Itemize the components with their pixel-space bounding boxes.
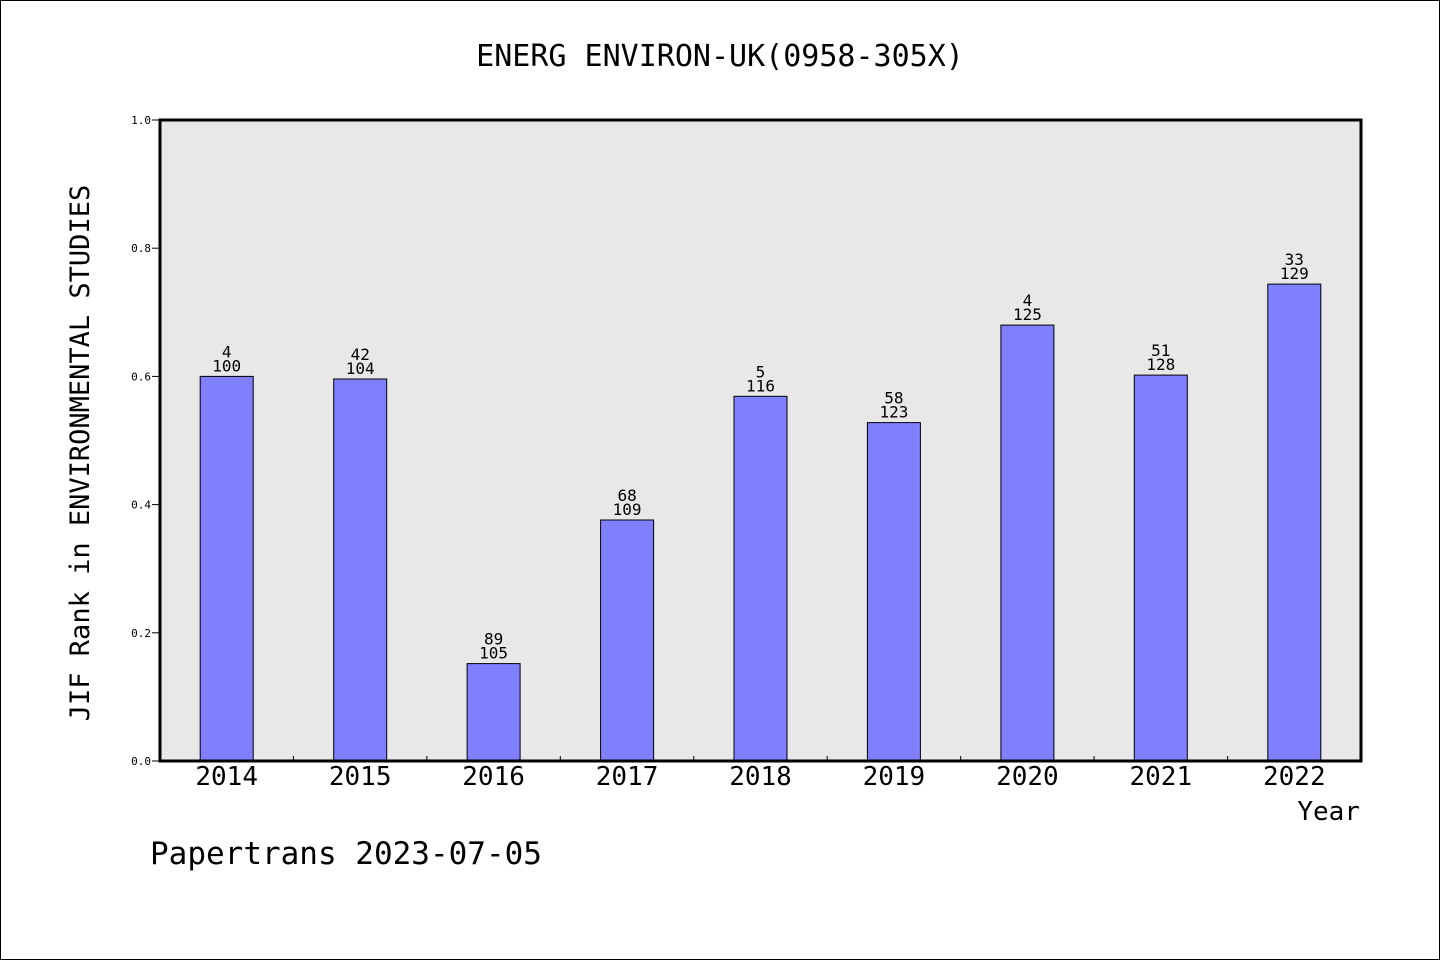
x-tick-label-2016: 2016: [462, 762, 525, 792]
plot-border: [158, 118, 1363, 763]
x-tick-label-2015: 2015: [329, 762, 392, 792]
y-tick-label-1.0: 1.0: [131, 114, 151, 127]
x-tick-label-2018: 2018: [729, 762, 792, 792]
x-axis: 2014 2015 2016 2017 2018 2019 2020 2021 2022: [195, 756, 1326, 792]
x-tick-label-2017: 2017: [596, 762, 659, 792]
bar-total-label-2020: 125: [1013, 305, 1042, 324]
x-tick-label-2014: 2014: [195, 762, 258, 792]
x-tick-label-2021: 2021: [1129, 762, 1192, 792]
bar-2022: [1267, 283, 1322, 762]
y-tick-label-0.0: 0.0: [131, 755, 151, 768]
bar-total-label-2017: 109: [613, 500, 642, 519]
bar-2014: [199, 375, 254, 762]
bar-total-label-2014: 100: [212, 356, 241, 375]
bar-total-label-2022: 129: [1280, 264, 1309, 283]
bar-rank-label-2022: 33: [1285, 250, 1304, 269]
bar-rank-label-2016: 89: [484, 630, 503, 649]
x-tick-label-2022: 2022: [1263, 762, 1326, 792]
y-axis-label: JIF Rank in ENVIRONMENTAL STUDIES: [65, 185, 96, 721]
bar-2021: [1133, 374, 1188, 762]
bar-rank-label-2019: 58: [884, 389, 903, 408]
y-tick-label-0.4: 0.4: [131, 499, 151, 512]
bars-layer: 4100421048910568109511658123412551128331…: [199, 250, 1322, 762]
bar-2020: [1000, 324, 1055, 762]
bar-total-label-2015: 104: [346, 359, 375, 378]
chart-title: ENERG ENVIRON-UK(0958-305X): [476, 39, 964, 74]
x-tick-label-2020: 2020: [996, 762, 1059, 792]
bar-2016: [466, 663, 521, 762]
bar-total-label-2016: 105: [479, 644, 508, 663]
y-axis: 0.0 0.2 0.4 0.6 0.8 1.0: [131, 114, 160, 768]
bar-rank-label-2018: 5: [756, 362, 766, 381]
bar-rank-label-2014: 4: [222, 342, 232, 361]
bar-rank-label-2015: 42: [351, 345, 370, 364]
bar-rank-label-2017: 68: [617, 486, 636, 505]
y-tick-label-0.2: 0.2: [131, 627, 151, 640]
bar-2019: [866, 422, 921, 762]
bar-total-label-2021: 128: [1146, 355, 1175, 374]
x-axis-label: Year: [1297, 797, 1360, 827]
bar-rank-label-2021: 51: [1151, 341, 1170, 360]
footer-credit: Papertrans 2023-07-05: [150, 836, 542, 872]
y-tick-label-0.6: 0.6: [131, 370, 151, 383]
bar-rank-label-2020: 4: [1023, 291, 1033, 310]
bar-total-label-2018: 116: [746, 376, 775, 395]
bar-2015: [333, 378, 388, 762]
bar-total-label-2019: 123: [879, 403, 908, 422]
bar-2018: [733, 395, 788, 762]
bar-2017: [600, 519, 655, 762]
x-tick-label-2019: 2019: [863, 762, 926, 792]
y-tick-label-0.8: 0.8: [131, 242, 151, 255]
